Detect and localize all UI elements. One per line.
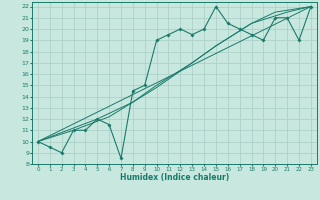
X-axis label: Humidex (Indice chaleur): Humidex (Indice chaleur) xyxy=(120,173,229,182)
